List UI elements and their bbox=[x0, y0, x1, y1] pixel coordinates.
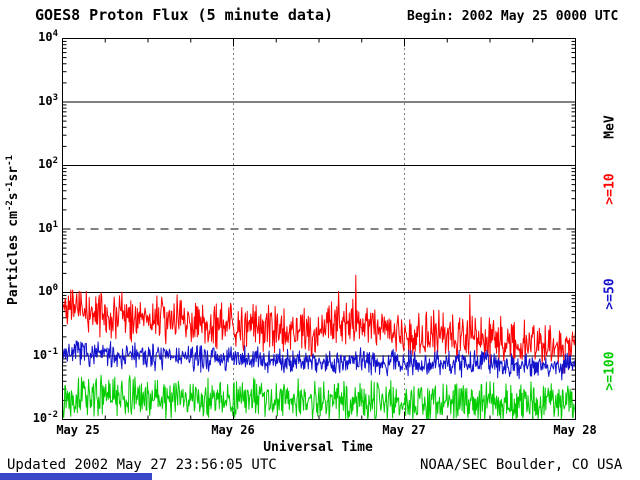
y-tick-label: 103 bbox=[38, 92, 58, 108]
y-tick-label: 10-1 bbox=[32, 346, 58, 362]
legend-label-1: >=50 bbox=[602, 278, 618, 310]
x-tick-label: May 25 bbox=[56, 423, 100, 437]
series-line-1 bbox=[62, 340, 576, 381]
legend-label-0: >=10 bbox=[602, 173, 618, 205]
progress-bar bbox=[0, 473, 152, 480]
right-axis-unit-label: MeV bbox=[602, 115, 618, 139]
plot-area bbox=[62, 38, 576, 420]
x-tick-label: May 26 bbox=[211, 423, 255, 437]
y-tick-label: 10-2 bbox=[32, 410, 58, 425]
y-axis-label: Particles cm-2s-1sr-1 bbox=[4, 155, 22, 305]
y-tick-label: 100 bbox=[38, 283, 58, 298]
legend-label-2: >=100 bbox=[602, 351, 618, 391]
x-axis-title: Universal Time bbox=[263, 440, 373, 455]
begin-timestamp: Begin: 2002 May 25 0000 UTC bbox=[407, 9, 619, 24]
series-line-2 bbox=[62, 374, 576, 420]
chart-title: GOES8 Proton Flux (5 minute data) bbox=[35, 6, 334, 24]
y-tick-label: 101 bbox=[38, 219, 58, 235]
y-tick-label: 102 bbox=[38, 156, 58, 171]
source-credit: NOAA/SEC Boulder, CO USA bbox=[420, 457, 623, 473]
series-line-0 bbox=[62, 274, 576, 373]
x-tick-label: May 28 bbox=[553, 423, 597, 437]
y-tick-label: 104 bbox=[38, 29, 58, 44]
x-tick-label: May 27 bbox=[382, 423, 426, 437]
updated-timestamp: Updated 2002 May 27 23:56:05 UTC bbox=[7, 457, 277, 473]
plot-border bbox=[62, 38, 576, 420]
